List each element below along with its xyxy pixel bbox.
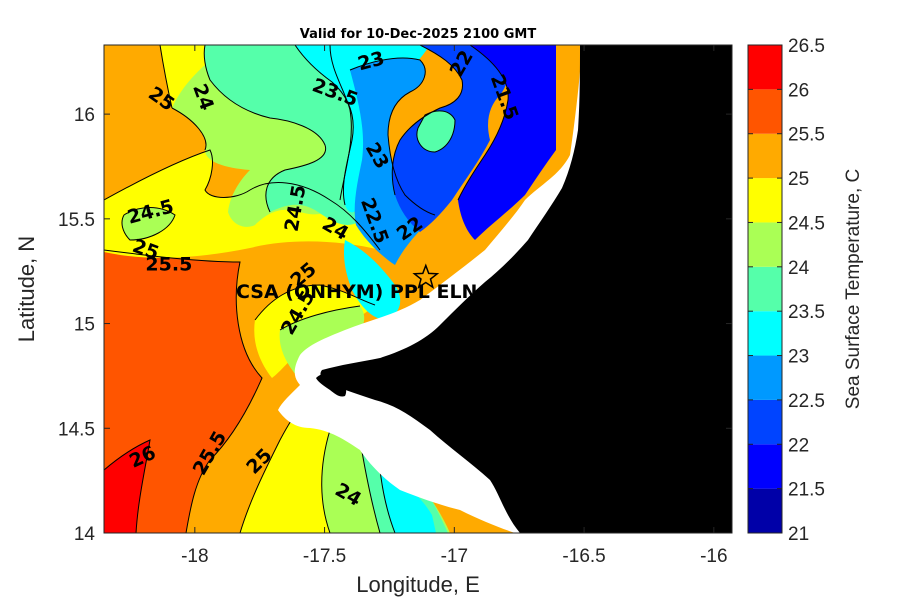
axis-ticks: [104, 45, 732, 534]
colorbar-tick-label: 25.5: [788, 125, 825, 146]
sst-band-23-5-island: [416, 110, 455, 152]
contour-label: 25.5: [145, 253, 192, 275]
y-tick-label: 14.5: [58, 419, 95, 440]
colorbar-title: Sea Surface Temperature, C: [843, 169, 864, 409]
colorbar-swatch: [748, 444, 782, 489]
colorbar-tick-label: 26: [788, 80, 809, 101]
x-tick-label: -17.5: [303, 546, 346, 567]
colorbar-frame: [747, 44, 783, 534]
colorbar-tick-label: 22: [788, 435, 809, 456]
colorbar-swatch: [748, 266, 782, 312]
sst-band-23-south: [380, 470, 436, 533]
sst-band-23-nearshore: [343, 240, 401, 320]
y-tick-label: 15: [74, 315, 95, 336]
sst-band-24-sw: [122, 207, 175, 240]
station-star-marker: [412, 263, 440, 289]
x-tick-label: -16: [700, 546, 727, 567]
colorbar-swatch: [748, 45, 782, 90]
colorbar-tick-label: 24.5: [788, 213, 825, 234]
colorbar-swatch: [748, 222, 782, 267]
x-tick-label: -18: [181, 546, 208, 567]
colorbar-tick-label: 25: [788, 169, 809, 190]
plot-title: Valid for 10-Dec-2025 2100 GMT: [300, 27, 537, 42]
axis-tick-labels: -18 -17.5 -17 -16.5 -16 16 15.5 15 14.5 14: [58, 105, 728, 567]
colorbar-swatch: [748, 355, 782, 400]
plot-frame: [103, 44, 733, 534]
sst-band-21-5: [458, 45, 556, 240]
colorbar-tick-labels: 26.5 26 25.5 25 24.5 24 23.5 23 22.5 22 21.5 21: [748, 36, 825, 545]
colorbar-swatch: [748, 89, 782, 134]
colorbar-swatch: [748, 311, 782, 356]
colorbar-tick-label: 26.5: [788, 36, 825, 57]
y-tick-label: 16: [74, 105, 95, 126]
x-axis-label: Longitude, E: [356, 572, 480, 597]
sst-band-26: [104, 440, 150, 533]
station-label: CSA (ONHYM) PPL ELN: [236, 281, 477, 303]
y-tick-label: 14: [74, 524, 96, 545]
cape-verde-peninsula: [316, 373, 347, 397]
colorbar-tick-label: 22.5: [788, 391, 825, 412]
map-area: [104, 45, 732, 533]
y-tick-label: 15.5: [58, 210, 95, 231]
colorbar: [748, 45, 782, 533]
colorbar-tick-label: 23: [788, 347, 809, 368]
x-tick-label: -17: [441, 546, 468, 567]
colorbar-tick-label: 21.5: [788, 480, 825, 501]
colorbar-tick-label: 24: [788, 258, 810, 279]
land-mass: [320, 45, 732, 533]
colorbar-tick-label: 21: [788, 524, 809, 545]
y-axis-label: Latitude, N: [14, 236, 39, 342]
x-tick-label: -16.5: [562, 546, 605, 567]
colorbar-swatch: [748, 133, 782, 179]
colorbar-swatch: [748, 488, 782, 533]
colorbar-swatch: [748, 399, 782, 445]
colorbar-swatch: [748, 178, 782, 223]
colorbar-tick-label: 23.5: [788, 302, 825, 323]
